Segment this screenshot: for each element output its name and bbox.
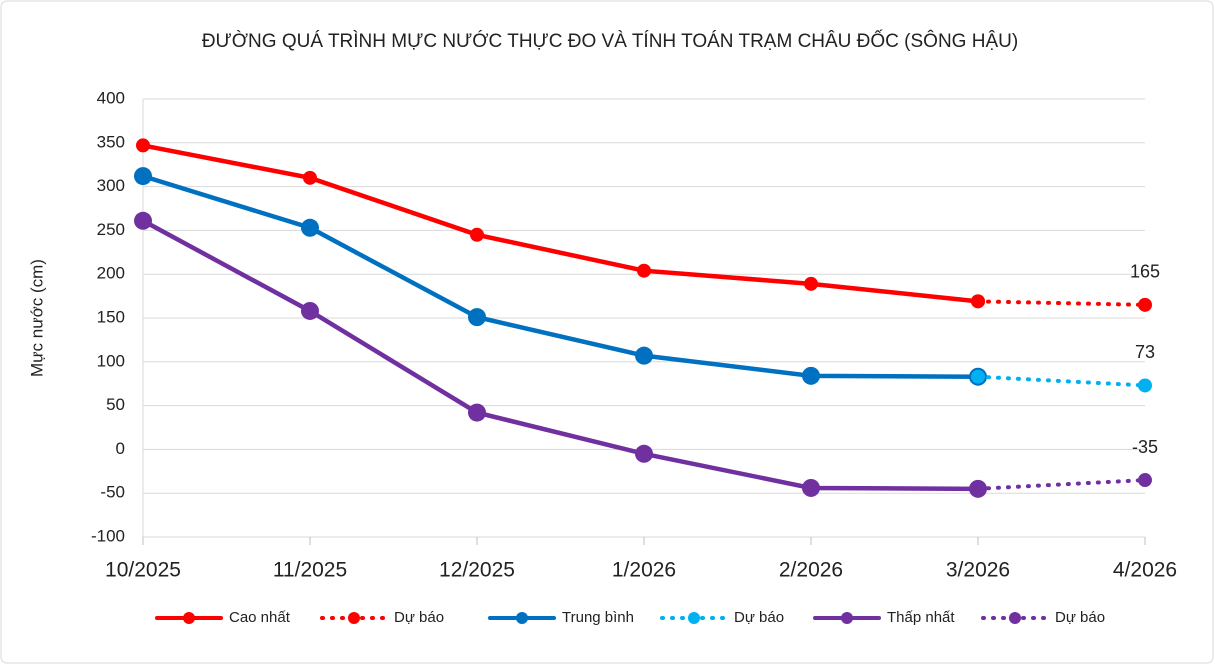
marker: [635, 346, 653, 365]
legend-marker: [841, 612, 853, 624]
data-label: 73: [1135, 342, 1155, 362]
marker: [635, 444, 653, 463]
x-tick-label: 1/2026: [612, 559, 676, 582]
x-tick-label: 11/2025: [273, 559, 347, 582]
series-line: [140, 143, 981, 304]
y-tick-label: 150: [97, 307, 125, 326]
y-axis-label: Mực nước (cm): [27, 259, 46, 377]
legend-marker: [516, 612, 528, 624]
marker: [301, 301, 319, 320]
y-tick-label: 350: [97, 132, 125, 151]
y-tick-label: 50: [106, 395, 125, 414]
y-tick-label: 100: [97, 351, 125, 370]
marker: [637, 263, 651, 278]
legend-label: Cao nhất: [229, 609, 291, 626]
marker: [804, 276, 818, 291]
y-tick-label: 200: [97, 264, 125, 283]
marker: [971, 294, 985, 309]
marker: [971, 481, 985, 496]
legend-label: Dự báo: [734, 609, 784, 626]
y-tick-label: -50: [100, 483, 125, 502]
marker: [301, 218, 319, 237]
y-tick-label: 250: [97, 220, 125, 239]
marker: [303, 170, 317, 185]
marker: [1138, 473, 1152, 488]
y-tick-label: 0: [116, 439, 125, 458]
legend-marker: [183, 612, 195, 624]
legend-label: Dự báo: [394, 609, 444, 626]
y-tick-label: -100: [91, 526, 125, 545]
x-tick-label: 2/2026: [779, 559, 843, 582]
data-label: -35: [1132, 437, 1158, 457]
series-line: [976, 478, 1147, 491]
legend-label: Trung bình: [562, 609, 634, 626]
chart-title: ĐƯỜNG QUÁ TRÌNH MỰC NƯỚC THỰC ĐO VÀ TÍNH…: [202, 30, 1018, 52]
series-line: [976, 299, 1147, 307]
marker: [468, 403, 486, 422]
legend-marker: [1009, 612, 1021, 624]
marker: [134, 167, 152, 186]
marker: [468, 308, 486, 327]
marker: [802, 366, 820, 385]
x-tick-label: 4/2026: [1113, 559, 1177, 582]
legend-marker: [348, 612, 360, 624]
legend-label: Thấp nhất: [887, 609, 955, 626]
data-label: 165: [1130, 262, 1160, 282]
legend-label: Dự báo: [1055, 609, 1105, 626]
series-line: [140, 173, 981, 379]
x-tick-label: 10/2025: [105, 559, 181, 582]
marker: [1138, 297, 1152, 312]
legend-marker: [688, 612, 700, 624]
marker: [134, 211, 152, 230]
x-tick-label: 3/2026: [946, 559, 1010, 582]
y-tick-label: 300: [97, 176, 125, 195]
marker: [136, 138, 150, 153]
y-tick-label: 400: [97, 88, 125, 107]
x-tick-label: 12/2025: [439, 559, 515, 582]
marker: [971, 369, 985, 384]
marker: [802, 478, 820, 497]
series-line: [976, 374, 1147, 388]
marker: [470, 227, 484, 242]
marker: [1138, 378, 1152, 393]
series-line: [140, 218, 981, 492]
